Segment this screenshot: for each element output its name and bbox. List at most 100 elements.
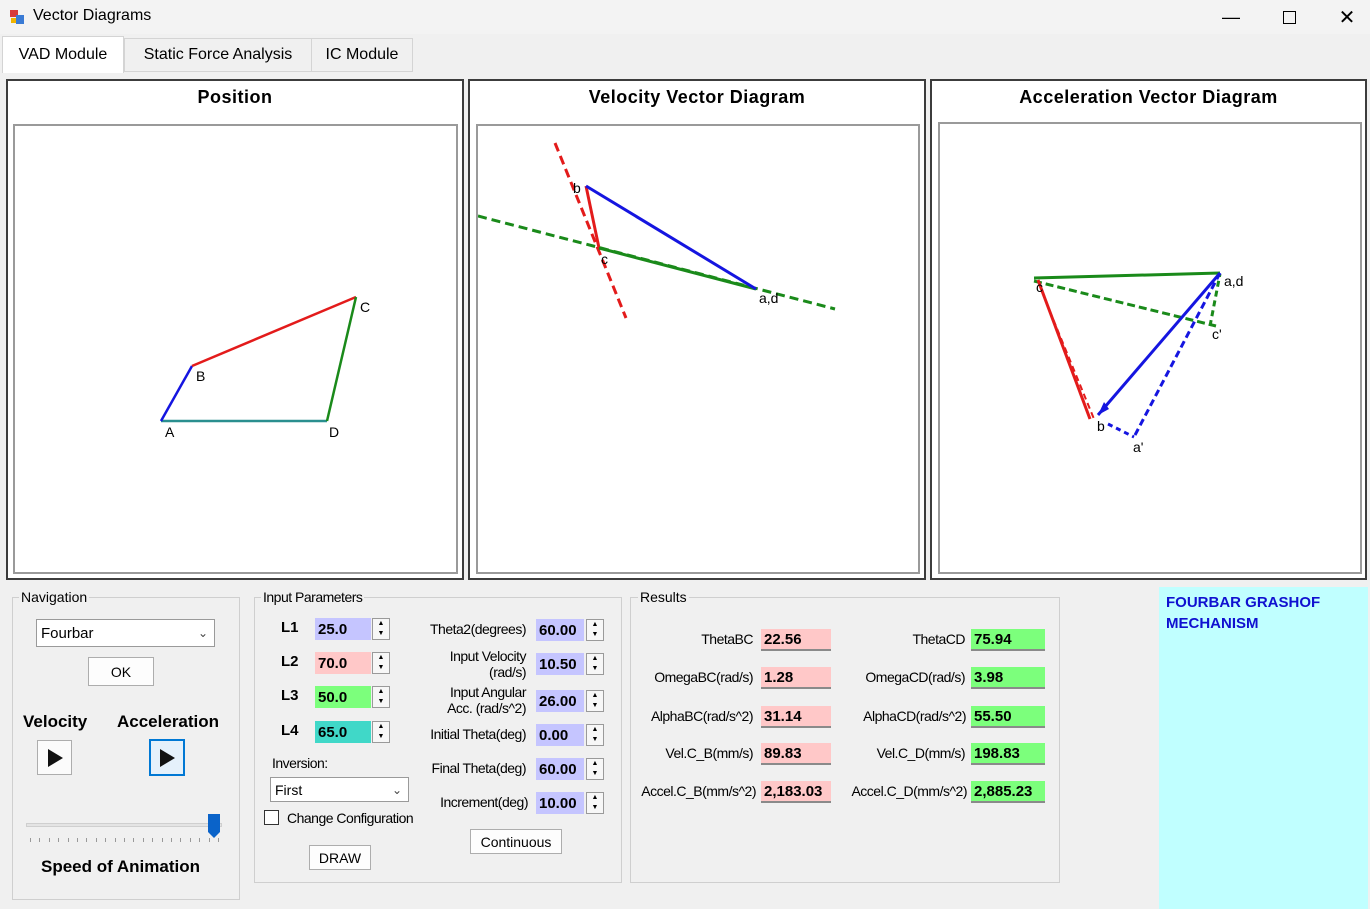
speed-slider-track[interactable] <box>26 823 222 827</box>
joint-a-label: A <box>165 424 175 440</box>
slider-tick <box>161 838 163 842</box>
slider-tick <box>218 838 219 842</box>
spin-down-icon: ▼ <box>591 665 599 672</box>
tab-label: IC Module <box>325 46 399 63</box>
l4-spinner[interactable]: ▲ ▼ <box>372 721 390 743</box>
accel-cd-tangential-line <box>1033 279 1217 328</box>
chevron-down-icon: ⌄ <box>197 626 208 640</box>
accel-cd-label: Accel.C_D(mm/s^2) <box>851 783 967 799</box>
input-angular-acc-input[interactable]: 26.00 <box>536 690 584 712</box>
theta2-spinner[interactable]: ▲ ▼ <box>586 619 604 641</box>
play-velocity-button[interactable] <box>37 740 72 775</box>
acceleration-diagram: c a,d c' b a' <box>1033 271 1243 455</box>
l3-spinner[interactable]: ▲ ▼ <box>372 686 390 708</box>
input-parameters-group <box>254 597 622 883</box>
l3-input[interactable]: 50.0 <box>315 686 371 708</box>
input-velocity-spinner[interactable]: ▲ ▼ <box>586 653 604 675</box>
acceleration-panel: Acceleration Vector Diagram c a,d c' b a… <box>930 79 1367 580</box>
slider-tick <box>124 838 125 842</box>
slider-tick <box>95 838 97 842</box>
l2-input[interactable]: 70.0 <box>315 652 371 674</box>
slider-tick <box>133 838 135 842</box>
accel-ap-line <box>1107 422 1135 439</box>
increment-spinner[interactable]: ▲ ▼ <box>586 792 604 814</box>
theta-cd-label: ThetaCD <box>912 631 965 647</box>
ok-button[interactable]: OK <box>88 657 154 686</box>
theta-cd-value: 75.94 <box>971 629 1045 651</box>
inversion-select[interactable]: First ⌄ <box>270 777 409 802</box>
initial-theta-label: Initial Theta(deg) <box>430 726 526 742</box>
accel-cd-normal-line <box>1208 273 1222 327</box>
spin-up-icon: ▲ <box>377 688 385 695</box>
velocity-b-vector <box>585 184 757 291</box>
input-velocity-label-line1: Input Velocity <box>449 648 527 664</box>
accel-c-label: c <box>1036 279 1043 295</box>
theta2-input[interactable]: 60.00 <box>536 619 584 641</box>
initial-theta-input[interactable]: 0.00 <box>536 724 584 746</box>
spin-down-icon: ▼ <box>591 770 599 777</box>
final-theta-input[interactable]: 60.00 <box>536 758 584 780</box>
slider-tick <box>189 838 191 842</box>
vel-cb-value: 89.83 <box>761 743 831 765</box>
position-diagram: A B C D <box>159 295 370 440</box>
velocity-panel: Velocity Vector Diagram b c a,d <box>468 79 926 580</box>
tab-static-force-analysis[interactable]: Static Force Analysis <box>124 38 312 72</box>
velocity-c-vector <box>598 246 757 291</box>
play-icon <box>47 748 63 767</box>
slider-tick <box>48 838 50 842</box>
theta-bc-label: ThetaBC <box>701 631 753 647</box>
vel-cd-value: 198.83 <box>971 743 1045 765</box>
app-icon <box>10 10 24 24</box>
omega-cd-label: OmegaCD(rad/s) <box>865 669 965 685</box>
tab-vad-module[interactable]: VAD Module <box>2 36 124 73</box>
omega-cd-value: 3.98 <box>971 667 1045 689</box>
navigation-group-label: Navigation <box>19 589 90 605</box>
change-config-checkbox[interactable] <box>264 810 279 825</box>
minimize-button[interactable]: — <box>1202 0 1260 34</box>
velocity-bc-direction-line <box>553 142 628 319</box>
input-velocity-input[interactable]: 10.50 <box>536 653 584 675</box>
accel-b-arrowhead <box>1098 402 1109 415</box>
speed-slider-thumb[interactable] <box>208 814 220 838</box>
l1-input[interactable]: 25.0 <box>315 618 371 640</box>
spin-down-icon: ▼ <box>591 804 599 811</box>
accel-ap-label: a' <box>1133 439 1143 455</box>
slider-tick <box>180 838 182 842</box>
spin-up-icon: ▲ <box>591 726 599 733</box>
draw-button[interactable]: DRAW <box>309 845 371 870</box>
close-button[interactable]: ✕ <box>1318 0 1370 34</box>
ok-button-label: OK <box>110 663 132 680</box>
initial-theta-spinner[interactable]: ▲ ▼ <box>586 724 604 746</box>
slider-tick <box>142 838 144 842</box>
accel-c-vector <box>1033 271 1221 280</box>
acceleration-label: Acceleration <box>117 712 220 731</box>
continuous-button[interactable]: Continuous <box>470 829 562 854</box>
maximize-button[interactable] <box>1260 0 1318 34</box>
theta-bc-value: 22.56 <box>761 629 831 651</box>
l1-spinner[interactable]: ▲ ▼ <box>372 618 390 640</box>
play-acceleration-button[interactable] <box>149 739 185 776</box>
tab-label: Static Force Analysis <box>143 46 293 63</box>
omega-bc-label: OmegaBC(rad/s) <box>654 669 753 685</box>
position-title: Position <box>197 87 273 107</box>
accel-cp-label: c' <box>1212 326 1222 342</box>
l2-spinner[interactable]: ▲ ▼ <box>372 652 390 674</box>
tab-ic-module[interactable]: IC Module <box>311 38 413 72</box>
increment-input[interactable]: 10.00 <box>536 792 584 814</box>
chevron-down-icon: ⌄ <box>391 782 402 797</box>
accel-cb-value: 2,183.03 <box>761 781 831 803</box>
slider-tick <box>199 838 201 842</box>
input-angular-acc-label: Input Angular Acc. (rad/s^2) <box>410 684 526 716</box>
l4-input[interactable]: 65.0 <box>315 721 371 743</box>
spin-up-icon: ▲ <box>591 621 599 628</box>
mechanism-select[interactable]: Fourbar ⌄ <box>36 619 215 647</box>
spin-up-icon: ▲ <box>377 723 385 730</box>
navigation-group <box>12 597 240 900</box>
velocity-b-label: b <box>573 180 581 196</box>
slider-tick <box>208 838 210 842</box>
final-theta-spinner[interactable]: ▲ ▼ <box>586 758 604 780</box>
l1-label: L1 <box>281 619 299 636</box>
vel-cb-label: Vel.C_B(mm/s) <box>665 745 753 761</box>
input-angular-acc-spinner[interactable]: ▲ ▼ <box>586 690 604 712</box>
input-velocity-label: Input Velocity (rad/s) <box>420 648 527 680</box>
